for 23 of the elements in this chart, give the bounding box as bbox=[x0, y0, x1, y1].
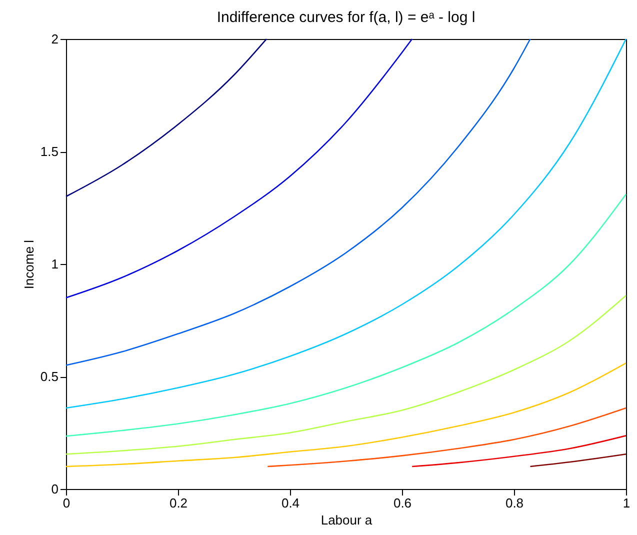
line-series bbox=[65, 194, 627, 437]
y-axis-title: Income l bbox=[21, 240, 36, 290]
line-series bbox=[65, 38, 531, 366]
y-tick-label: 0 bbox=[51, 482, 58, 496]
line-series bbox=[266, 407, 627, 468]
y-tick-label: 2 bbox=[51, 32, 58, 46]
line-series bbox=[65, 38, 627, 409]
line-series bbox=[65, 38, 413, 298]
x-tick-label: 1 bbox=[622, 496, 630, 510]
x-axis-title: Labour a bbox=[320, 512, 373, 528]
x-tick-label: 0.8 bbox=[505, 496, 524, 510]
chart-title: Indifference curves for f(a, l) = eᵃ - log l bbox=[216, 9, 476, 26]
x-tick-label: 0.2 bbox=[169, 496, 188, 510]
line-series bbox=[65, 38, 268, 198]
y-tick-label: 0.5 bbox=[40, 369, 58, 384]
line-series bbox=[411, 435, 627, 468]
x-tick-label: 0.4 bbox=[281, 496, 300, 510]
x-tick-label: 0 bbox=[62, 496, 70, 510]
x-tick-label: 0.6 bbox=[393, 496, 412, 510]
y-tick-label: 1.5 bbox=[40, 144, 58, 159]
line-series bbox=[65, 294, 627, 455]
y-tick-label: 1 bbox=[51, 256, 58, 272]
line-series bbox=[65, 362, 627, 468]
